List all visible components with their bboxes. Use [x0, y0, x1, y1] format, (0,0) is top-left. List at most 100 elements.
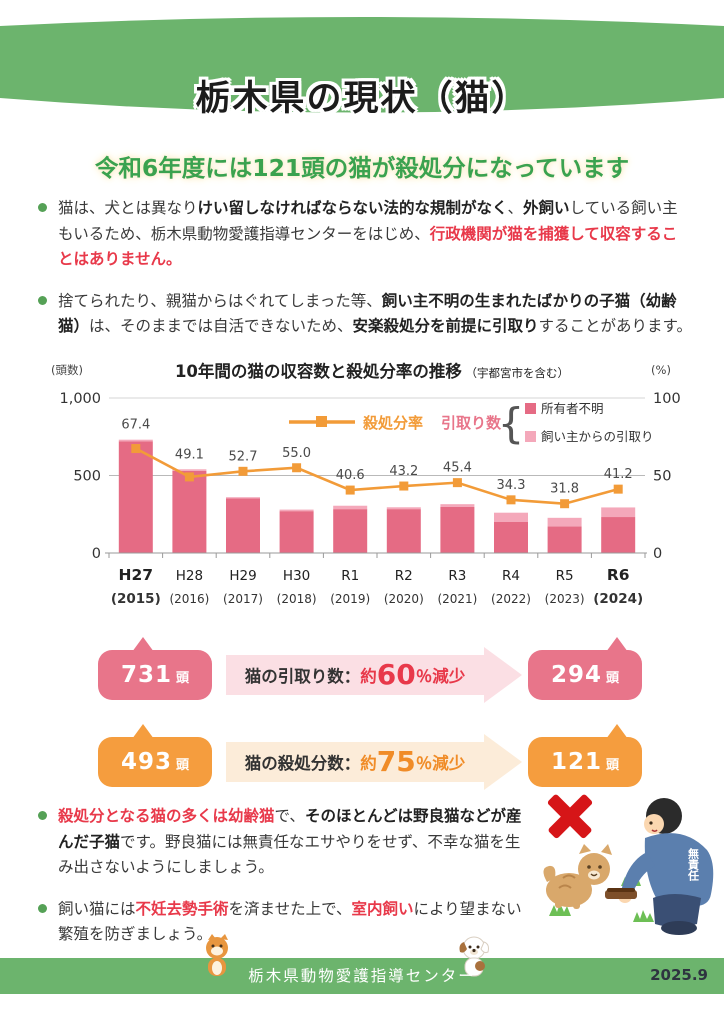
x-label-era: H28 [176, 568, 203, 584]
approx-label: 約 [360, 667, 377, 686]
left-tick-label: 0 [92, 546, 101, 562]
rate-value-label: 55.0 [282, 446, 311, 461]
bar-R2-owner-surrender [386, 507, 421, 510]
bar-R1-owner-surrender [333, 505, 368, 510]
legend-swatch-owner-surrender [525, 431, 536, 442]
arrow-head-icon [484, 734, 522, 790]
bullet-text: 飼い猫には不妊去勢手術を済ませた上で、室内飼いにより望まない繁殖を防ぎましょう。 [58, 899, 522, 944]
right-tick-label: 0 [653, 546, 662, 562]
line-marker-R5 [560, 499, 570, 509]
intake-before-value: 731 [120, 662, 172, 688]
bubble-tail [132, 637, 154, 652]
intake-after-value: 294 [550, 662, 602, 688]
x-label-year: (2016) [169, 592, 209, 606]
list-item: 捨てられたり、親猫からはぐれてしまった等、飼い主不明の生まれたばかりの子猫（幼齢… [38, 289, 692, 340]
publication-date: 2025.9 [650, 966, 708, 984]
decrease-arrow: 猫の引取り数：約 60 ％減少 [226, 655, 484, 695]
bubble-tail [606, 637, 628, 652]
bar-R2-owner-unknown [386, 509, 421, 553]
x-label-era: R5 [556, 568, 574, 584]
bullet-dot-icon [38, 804, 58, 881]
bar-H29-owner-unknown [226, 498, 260, 553]
left-tick-label: 500 [73, 469, 101, 485]
no-feeding-illustration: 無責任 [543, 794, 714, 935]
footer-bar [0, 958, 724, 994]
legend-line-marker [316, 416, 327, 427]
list-item: 飼い猫には不妊去勢手術を済ませた上で、室内飼いにより望まない繁殖を防ぎましょう。 [38, 897, 534, 948]
bar-R5-owner-unknown [547, 526, 582, 553]
bullet-dot-icon [38, 289, 58, 340]
x-label-year: (2015) [111, 591, 161, 607]
line-marker-R4 [506, 495, 516, 505]
intake-after-badge: 294 頭 [528, 637, 642, 700]
page-title: 栃木県の現状（猫） [195, 79, 529, 120]
x-label-year: (2023) [545, 592, 585, 606]
irresponsible-back-label: 無責任 [687, 847, 701, 882]
bar-H27-owner-surrender [118, 439, 153, 442]
advice-bullets: 殺処分となる猫の多くは幼齢猫で、そのほとんどは野良猫などが産んだ子猫です。野良猫… [38, 804, 534, 964]
x-label-year: (2017) [223, 592, 263, 606]
rate-value-label: 41.2 [604, 467, 633, 482]
line-marker-R6 [613, 484, 623, 494]
bullet-text: 捨てられたり、親猫からはぐれてしまった等、飼い主不明の生まれたばかりの子猫（幼齢… [58, 291, 692, 336]
legend-swatch-owner-unknown [525, 403, 536, 414]
bar-H28-owner-surrender [172, 469, 207, 471]
key-message: 令和6年度には121頭の猫が殺処分になっています [94, 154, 630, 182]
arrow-label: 猫の殺処分数： [244, 754, 361, 773]
bar-R6-owner-unknown [601, 517, 636, 553]
legend-owner-unknown-label: 所有者不明 [541, 401, 604, 416]
bar-H30-owner-surrender [279, 509, 314, 512]
legend-bars-label: 引取り数 [441, 414, 502, 432]
arrow-head-icon [484, 647, 522, 703]
euthanasia-decrease-callout: 493 頭 猫の殺処分数：約 75 ％減少 121 頭 [0, 724, 724, 805]
stray-cat-icon [543, 844, 612, 909]
bar-R3-owner-surrender [440, 504, 475, 507]
line-marker-H28 [184, 472, 194, 482]
chart-title: 10年間の猫の収容数と殺処分率の推移 （宇都宮市を含む） [175, 361, 569, 381]
rate-value-label: 67.4 [121, 418, 150, 433]
right-tick-label: 100 [653, 391, 681, 407]
line-marker-R3 [452, 478, 462, 488]
bar-R6-owner-surrender [601, 507, 636, 518]
dog-mascot-icon [459, 936, 489, 977]
bullet-text: 猫は、犬とは異なりけい留しなければならない法的な規制がなく、外飼いしている飼い主… [58, 199, 678, 268]
bullet-dot-icon [38, 897, 58, 948]
arrow-label: 猫の引取り数： [244, 667, 361, 686]
percent-value: 75 [376, 745, 416, 778]
x-label-era: R1 [341, 568, 359, 584]
decrease-suffix: ％減少 [415, 754, 466, 773]
bar-R3-owner-unknown [440, 506, 475, 553]
intake-before-badge: 731 頭 [98, 637, 212, 700]
legend-rate-label: 殺処分率 [362, 414, 423, 432]
rate-value-label: 34.3 [497, 478, 526, 493]
rate-value-label: 31.8 [550, 482, 579, 497]
list-item: 猫は、犬とは異なりけい留しなければならない法的な規制がなく、外飼いしている飼い主… [38, 196, 692, 273]
bar-R4-owner-unknown [494, 522, 528, 553]
bar-H29-owner-surrender [226, 497, 260, 499]
euthanasia-after-value: 121 [550, 749, 602, 775]
right-axis-unit: (%) [651, 363, 671, 377]
unit-label: 頭 [176, 671, 190, 686]
x-label-year: (2022) [491, 592, 531, 606]
legend-brace: { [498, 399, 525, 448]
bar-H28-owner-unknown [172, 470, 207, 553]
intro-bullets: 猫は、犬とは異なりけい留しなければならない法的な規制がなく、外飼いしている飼い主… [38, 196, 692, 356]
euthanasia-rate-line [135, 447, 619, 506]
bar-R1-owner-unknown [333, 509, 368, 553]
red-cross-icon [547, 794, 593, 839]
decrease-suffix: ％減少 [415, 667, 466, 686]
euthanasia-before-value: 493 [120, 749, 172, 775]
bubble-tail [132, 724, 154, 739]
line-marker-R1 [345, 485, 355, 495]
cat-mascot-icon [206, 934, 228, 976]
left-tick-label: 1,000 [59, 391, 101, 407]
bubble-tail [606, 724, 628, 739]
line-marker-H29 [238, 466, 248, 476]
line-marker-R2 [399, 481, 409, 491]
bullet-dot-icon [38, 196, 58, 273]
rate-value-label: 45.4 [443, 461, 472, 476]
rate-value-label: 52.7 [229, 449, 258, 464]
unit-label: 頭 [176, 758, 190, 773]
left-axis-unit: (頭数) [51, 363, 83, 377]
